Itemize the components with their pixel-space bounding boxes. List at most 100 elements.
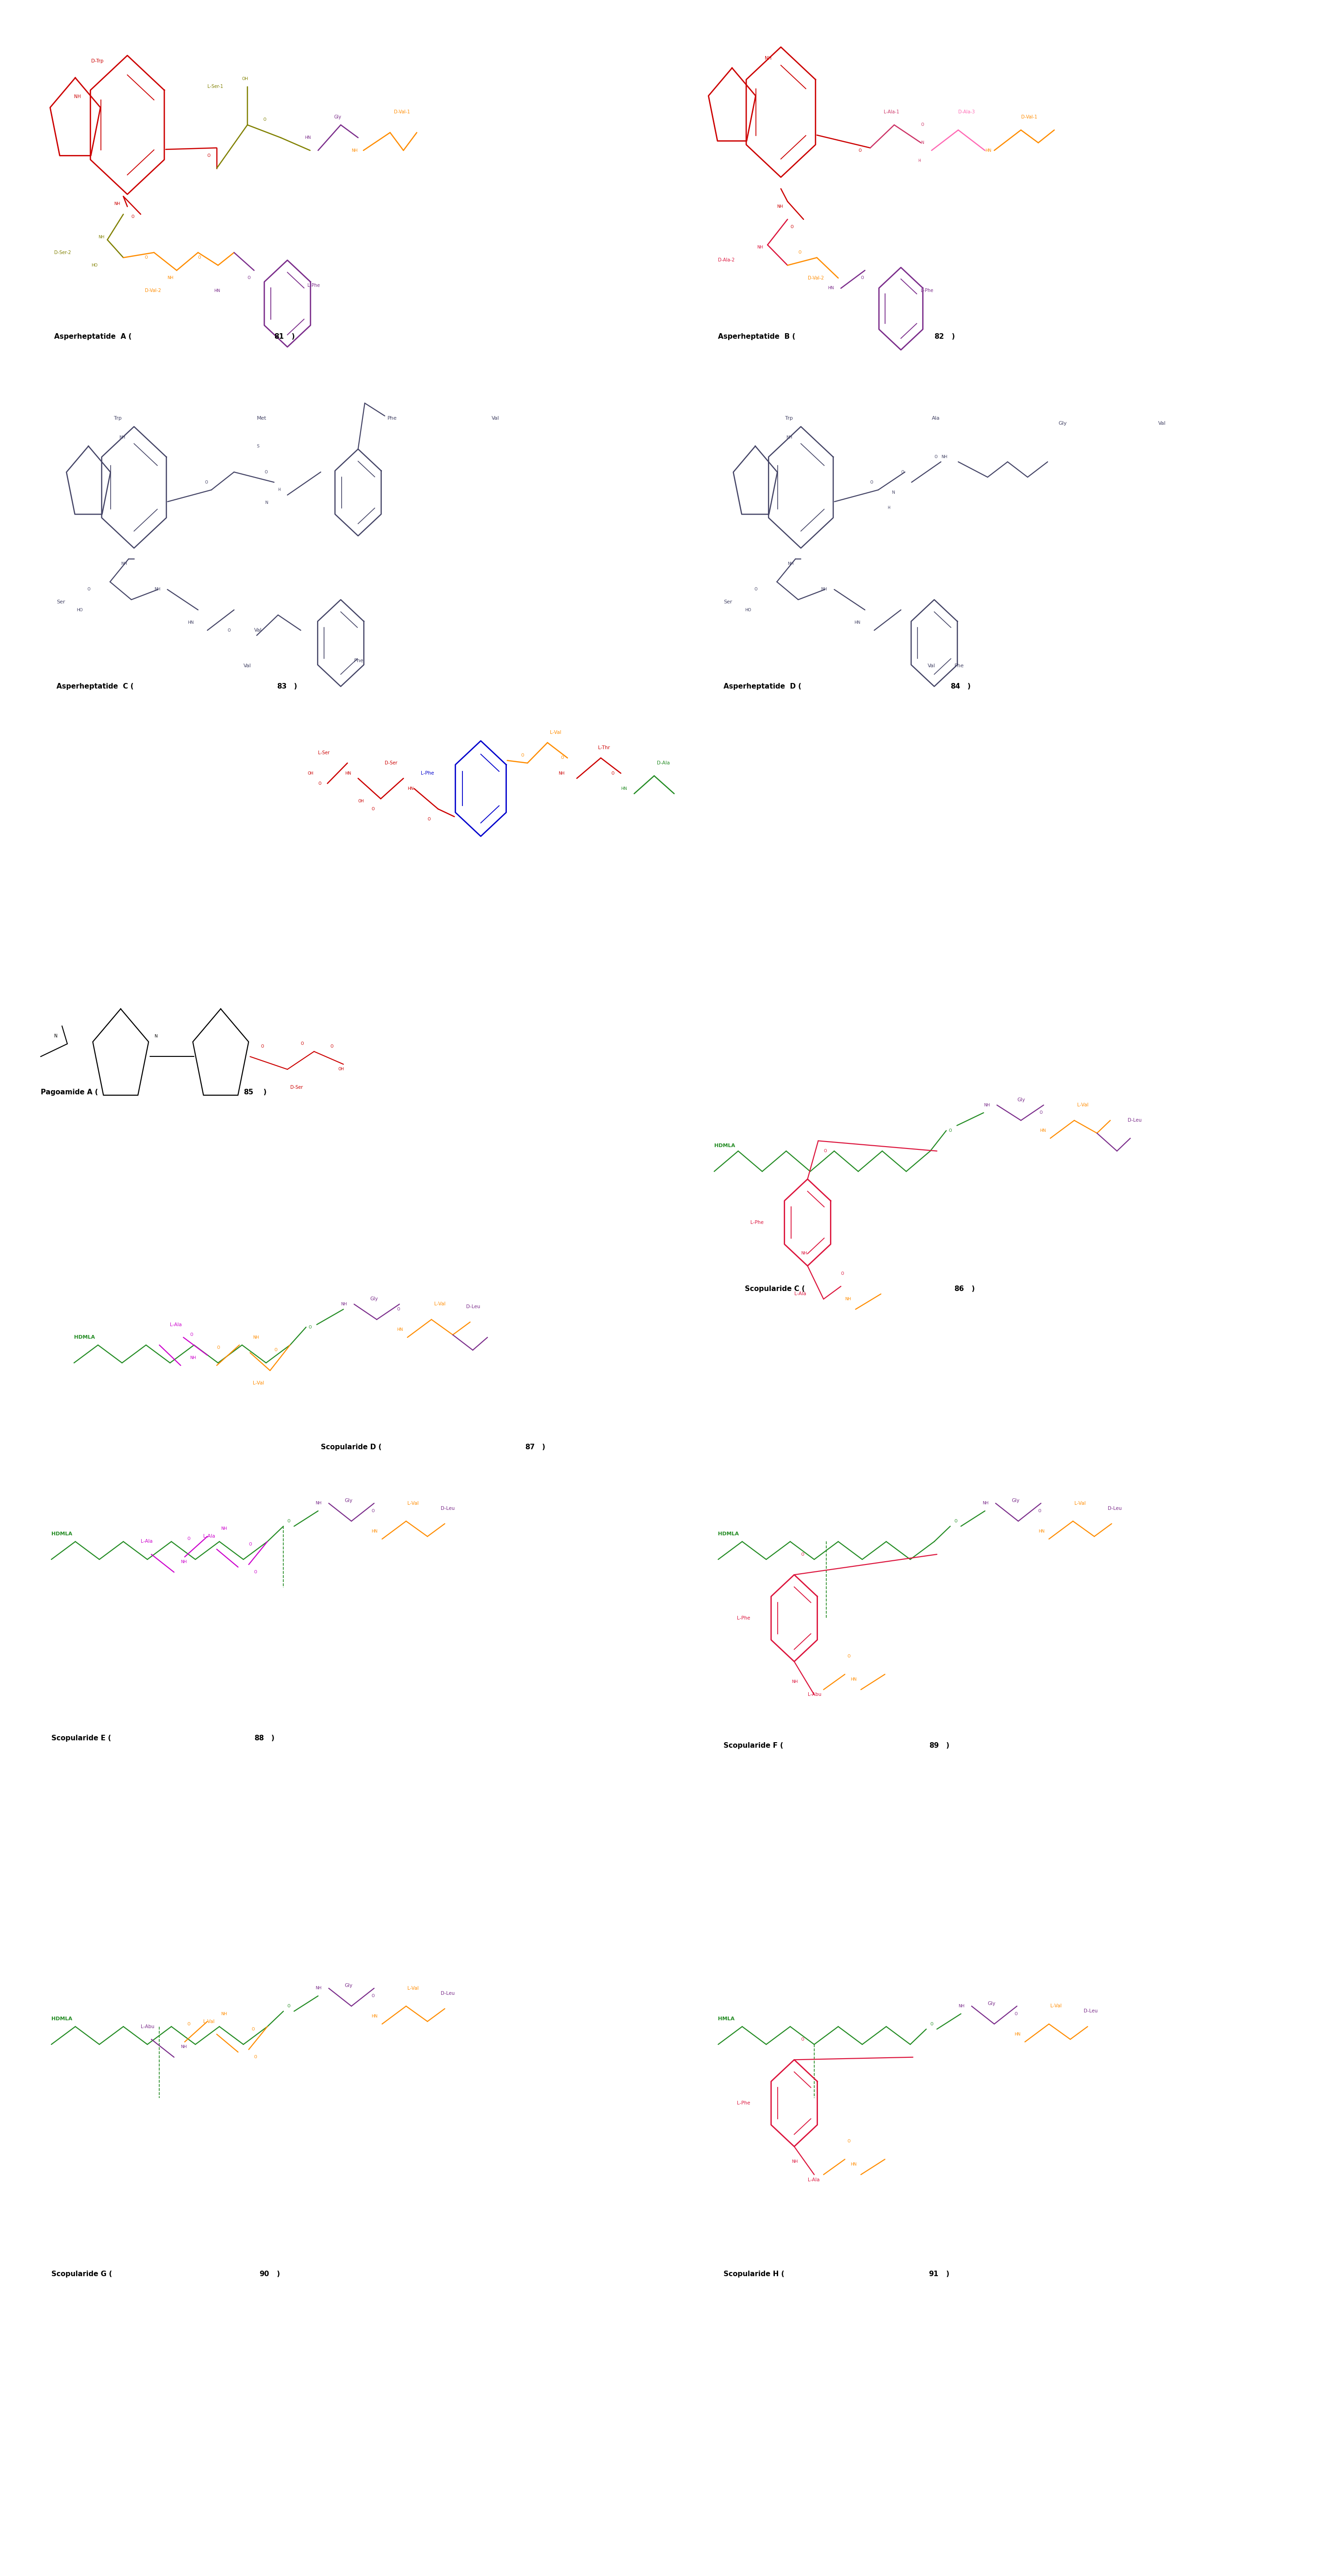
Text: Phe: Phe <box>354 659 363 662</box>
Text: ): ) <box>263 1090 267 1095</box>
Text: HN: HN <box>214 289 220 294</box>
Text: O: O <box>754 587 757 592</box>
Text: Trp: Trp <box>785 417 793 420</box>
Text: Phe: Phe <box>955 665 964 667</box>
Text: O: O <box>216 1345 220 1350</box>
Text: NH: NH <box>786 435 792 440</box>
Text: O: O <box>131 214 135 219</box>
Text: 82: 82 <box>934 332 944 340</box>
Text: Val: Val <box>491 417 499 420</box>
Text: O: O <box>798 250 801 255</box>
Text: N: N <box>921 142 924 144</box>
Text: Gly: Gly <box>1012 1499 1020 1502</box>
Text: O: O <box>371 1994 375 1999</box>
Text: D-Leu: D-Leu <box>1108 1507 1121 1510</box>
Text: Val: Val <box>254 629 262 634</box>
Text: Gly: Gly <box>344 1984 352 1989</box>
Text: NH: NH <box>788 562 794 567</box>
Text: L-Thr: L-Thr <box>598 744 610 750</box>
Text: L-Ala: L-Ala <box>170 1321 182 1327</box>
Text: O: O <box>921 124 924 126</box>
Text: L-Phe: L-Phe <box>921 289 933 294</box>
Text: O: O <box>254 2056 258 2058</box>
Text: 87: 87 <box>525 1443 534 1450</box>
Text: L-Ala: L-Ala <box>794 1291 806 1296</box>
Text: Gly: Gly <box>344 1499 352 1502</box>
Text: NH: NH <box>777 204 784 209</box>
Text: O: O <box>521 752 523 757</box>
Text: 90: 90 <box>259 2269 270 2277</box>
Text: ): ) <box>276 2269 280 2277</box>
Text: D-Leu: D-Leu <box>1128 1118 1141 1123</box>
Text: Val: Val <box>243 665 251 667</box>
Text: ): ) <box>294 683 298 690</box>
Text: HN: HN <box>854 621 861 626</box>
Text: ): ) <box>947 1741 949 1749</box>
Text: D-Leu: D-Leu <box>466 1303 481 1309</box>
Text: HDMLA: HDMLA <box>718 1533 740 1535</box>
Text: O: O <box>841 1273 844 1275</box>
Text: NH: NH <box>984 1103 989 1108</box>
Text: Ser: Ser <box>724 600 732 605</box>
Text: O: O <box>287 1520 291 1522</box>
Text: D-Val-2: D-Val-2 <box>144 289 160 294</box>
Text: NH: NH <box>821 587 828 592</box>
Text: L-Val: L-Val <box>252 1381 264 1386</box>
Text: O: O <box>204 479 208 484</box>
Text: H: H <box>888 505 890 510</box>
Text: O: O <box>247 276 251 281</box>
Text: O: O <box>264 469 268 474</box>
Text: NH: NH <box>120 562 127 567</box>
Text: D-Val-1: D-Val-1 <box>1021 116 1037 118</box>
Text: O: O <box>227 629 231 631</box>
Text: NH: NH <box>180 2045 187 2048</box>
Text: NH: NH <box>97 234 104 240</box>
Text: HDMLA: HDMLA <box>51 2017 72 2022</box>
Text: O: O <box>824 1149 826 1154</box>
Text: HDMLA: HDMLA <box>51 1533 72 1535</box>
Text: H: H <box>278 487 280 492</box>
Text: D-Ser: D-Ser <box>290 1084 303 1090</box>
Text: L-Phe: L-Phe <box>307 283 320 289</box>
Text: S: S <box>256 446 259 448</box>
Text: OH: OH <box>358 799 364 804</box>
Text: L-Phe: L-Phe <box>737 1615 750 1620</box>
Text: O: O <box>87 587 91 592</box>
Text: L-Val: L-Val <box>1051 2004 1061 2009</box>
Text: Ala: Ala <box>932 417 940 420</box>
Text: NH: NH <box>558 770 565 775</box>
Text: O: O <box>251 2027 255 2032</box>
Text: D-Leu: D-Leu <box>441 1991 455 1996</box>
Text: HN: HN <box>1039 1530 1044 1533</box>
Text: N: N <box>892 489 894 495</box>
Text: HN: HN <box>344 770 351 775</box>
Text: Met: Met <box>256 417 267 420</box>
Text: NH: NH <box>845 1296 852 1301</box>
Text: 81: 81 <box>274 332 284 340</box>
Text: O: O <box>190 1332 194 1337</box>
Text: O: O <box>308 1324 312 1329</box>
Text: NH: NH <box>73 95 81 98</box>
Text: D-Val-2: D-Val-2 <box>808 276 824 281</box>
Text: 84: 84 <box>951 683 960 690</box>
Text: N: N <box>264 500 268 505</box>
Text: Gly: Gly <box>370 1296 378 1301</box>
Text: 83: 83 <box>276 683 287 690</box>
Text: O: O <box>260 1043 264 1048</box>
Text: O: O <box>1015 2012 1017 2017</box>
Text: O: O <box>861 276 864 281</box>
Text: OH: OH <box>338 1066 344 1072</box>
Text: HN: HN <box>850 2161 857 2166</box>
Text: O: O <box>287 2004 291 2009</box>
Text: 91: 91 <box>929 2269 939 2277</box>
Text: HN: HN <box>621 786 627 791</box>
Text: ): ) <box>542 1443 545 1450</box>
Text: ): ) <box>968 683 971 690</box>
Text: O: O <box>198 255 202 260</box>
Text: O: O <box>274 1347 278 1352</box>
Text: ): ) <box>947 2269 949 2277</box>
Text: HO: HO <box>745 608 752 613</box>
Text: O: O <box>427 817 430 822</box>
Text: HN: HN <box>371 1530 378 1533</box>
Text: D-Val-1: D-Val-1 <box>394 111 410 113</box>
